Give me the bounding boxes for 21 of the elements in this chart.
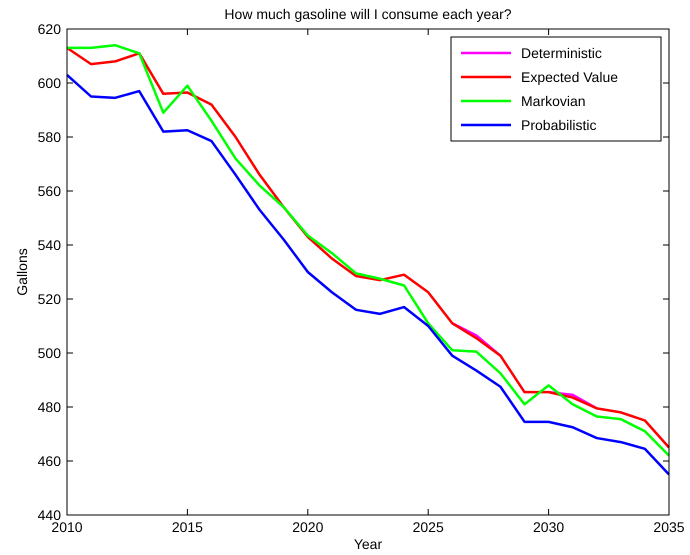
x-axis-title: Year <box>354 536 382 552</box>
x-tick-label: 2030 <box>533 519 564 535</box>
y-tick-label: 520 <box>38 291 62 307</box>
y-axis-title: Gallons <box>14 248 30 296</box>
y-tick-label: 500 <box>38 345 62 361</box>
y-tick-label: 480 <box>38 399 62 415</box>
legend-label: Deterministic <box>521 45 602 61</box>
chart-title: How much gasoline will I consume each year? <box>224 6 512 22</box>
y-tick-label: 560 <box>38 183 62 199</box>
y-tick-label: 580 <box>38 129 62 145</box>
y-tick-label: 460 <box>38 453 62 469</box>
legend-label: Expected Value <box>521 69 618 85</box>
x-tick-label: 2025 <box>412 519 444 535</box>
y-tick-label: 620 <box>38 21 62 37</box>
x-tick-label: 2035 <box>653 519 685 535</box>
legend-label: Probabilistic <box>521 117 596 133</box>
y-tick-label: 600 <box>38 75 62 91</box>
x-tick-label: 2020 <box>292 519 324 535</box>
x-tick-label: 2015 <box>172 519 204 535</box>
legend-label: Markovian <box>521 93 586 109</box>
y-tick-label: 540 <box>38 237 62 253</box>
